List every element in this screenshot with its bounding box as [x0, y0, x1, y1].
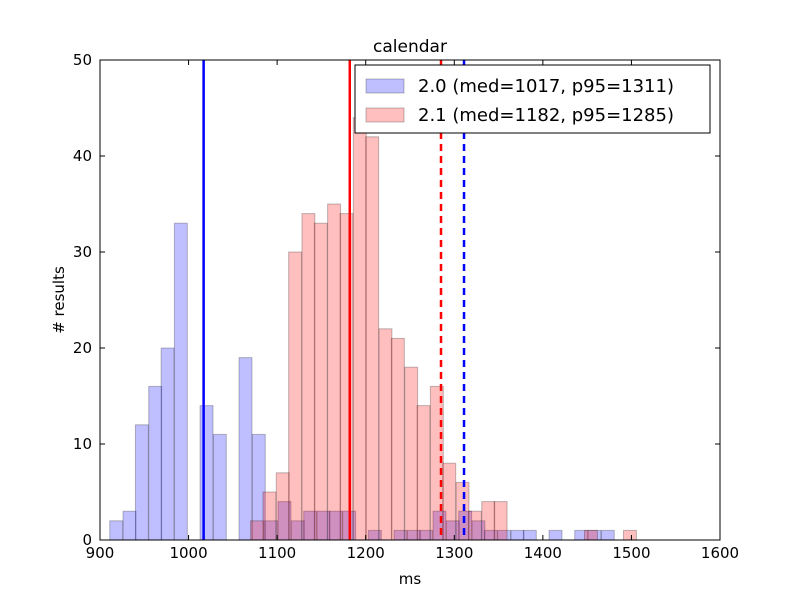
histogram-bar — [262, 491, 277, 541]
histogram-bar — [600, 529, 615, 541]
y-tick-label: 10 — [73, 435, 92, 453]
histogram-bar — [404, 366, 419, 541]
histogram-bar — [548, 529, 563, 541]
y-axis-label: # results — [50, 266, 68, 334]
y-tick-label: 20 — [73, 339, 92, 357]
x-axis-ticks: 900 1000 1100 1200 1300 1400 1500 1600 — [86, 60, 739, 562]
histogram-bar — [288, 251, 303, 541]
chart-title: calendar — [373, 37, 447, 57]
legend-swatch-2-0 — [365, 78, 405, 94]
legend: 2.0 (med=1017, p95=1311) 2.1 (med=1182, … — [354, 64, 711, 134]
histogram-bar — [365, 136, 380, 541]
series-2-1-bars — [250, 117, 637, 541]
histogram-bar — [467, 510, 482, 541]
histogram-bar — [212, 433, 227, 541]
histogram-bar — [481, 501, 496, 541]
histogram-bar — [522, 529, 537, 541]
series-2-0-bars — [109, 222, 615, 541]
y-tick-label: 0 — [82, 531, 92, 549]
x-tick-label: 1500 — [612, 544, 650, 562]
y-tick-label: 40 — [73, 147, 92, 165]
histogram-bar — [416, 405, 431, 541]
legend-box — [354, 64, 711, 134]
histogram-bar — [275, 472, 290, 541]
x-tick-label: 1300 — [435, 544, 473, 562]
histogram-bar — [352, 117, 367, 541]
histogram-bar — [455, 481, 470, 541]
histogram-bar — [493, 501, 508, 541]
histogram-bar — [378, 328, 393, 541]
x-tick-label: 900 — [86, 544, 115, 562]
histogram-bar — [250, 520, 265, 541]
histogram-bar — [327, 203, 342, 541]
x-tick-label: 1200 — [347, 544, 385, 562]
x-axis-label: ms — [399, 570, 422, 588]
x-tick-label: 1400 — [524, 544, 562, 562]
histogram-bar — [160, 347, 175, 541]
histogram-bar — [122, 510, 137, 541]
histogram-bar — [390, 337, 405, 541]
y-tick-label: 30 — [73, 243, 92, 261]
legend-label-2-0: 2.0 (med=1017, p95=1311) — [418, 76, 674, 97]
legend-label-2-1: 2.1 (med=1182, p95=1285) — [418, 105, 674, 126]
histogram-bar — [199, 405, 214, 541]
histogram-bar — [301, 213, 316, 541]
histogram-bar — [238, 357, 253, 541]
y-tick-label: 50 — [73, 51, 92, 69]
histogram-bar — [109, 520, 124, 541]
legend-swatch-2-1 — [365, 107, 405, 123]
histogram-bar — [313, 222, 328, 541]
plot-frame — [99, 59, 721, 541]
x-tick-label: 1100 — [258, 544, 296, 562]
histogram-bar — [134, 424, 149, 541]
x-tick-label: 1000 — [169, 544, 207, 562]
histogram-bar — [583, 529, 598, 541]
histogram-bar — [148, 385, 163, 541]
y-axis-ticks: 0 10 20 30 40 50 — [73, 51, 720, 549]
median-p95-lines — [202, 60, 466, 540]
histogram-bar — [510, 529, 525, 541]
histogram-bar — [622, 529, 637, 541]
histogram-bar — [442, 462, 457, 541]
histogram-bar — [173, 222, 188, 541]
x-tick-label: 1600 — [701, 544, 739, 562]
